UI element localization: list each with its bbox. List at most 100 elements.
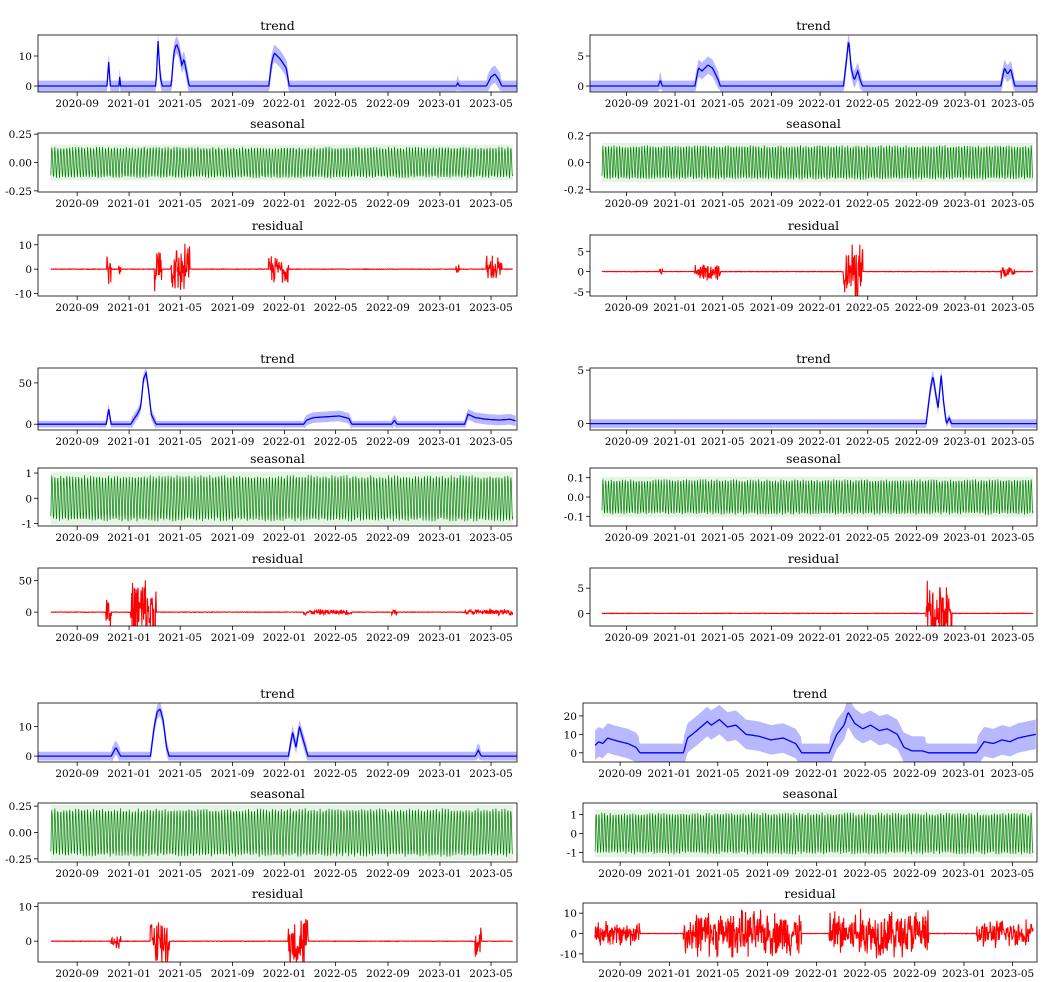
y-tick-label: 0 bbox=[25, 419, 32, 431]
x-tick-label: 2021-05 bbox=[158, 868, 202, 880]
seasonal-title: seasonal bbox=[250, 786, 305, 801]
x-tick-label: 2022-09 bbox=[366, 532, 410, 544]
x-tick-label: 2022-05 bbox=[846, 302, 890, 314]
x-tick-label: 2022-09 bbox=[895, 532, 939, 544]
x-tick-label: 2023-01 bbox=[418, 98, 462, 110]
x-tick-label: 2021-01 bbox=[107, 968, 151, 980]
x-tick-label: 2023-01 bbox=[418, 302, 462, 314]
x-tick-label: 2023-01 bbox=[943, 98, 987, 110]
residual-plot-area bbox=[601, 244, 1034, 296]
x-tick-label: 2022-01 bbox=[263, 868, 307, 880]
y-tick-label: -0.25 bbox=[5, 854, 32, 866]
x-tick-label: 2021-09 bbox=[211, 436, 255, 448]
x-tick-label: 2022-05 bbox=[314, 768, 358, 780]
x-tick-label: 2021-01 bbox=[107, 98, 151, 110]
trend-subplot: trend 0 10 2020-09 2021-01 2021-05 2021-09 2022… bbox=[19, 686, 518, 780]
x-tick-label: 2023-05 bbox=[991, 198, 1035, 210]
x-tick-label: 2021-05 bbox=[158, 968, 202, 980]
x-tick-label: 2022-01 bbox=[263, 768, 307, 780]
y-tick-label: 5 bbox=[577, 51, 584, 63]
y-tick-label: 5 bbox=[577, 246, 584, 258]
x-tick-label: 2022-01 bbox=[795, 968, 839, 980]
x-tick-label: 2021-05 bbox=[701, 98, 745, 110]
x-tick-label: 2020-09 bbox=[55, 868, 99, 880]
y-tick-label: 10 bbox=[19, 51, 32, 63]
x-tick-label: 2022-01 bbox=[798, 632, 842, 644]
x-tick-label: 2021-09 bbox=[750, 532, 794, 544]
x-tick-label: 2020-09 bbox=[605, 302, 649, 314]
trend-plot-area bbox=[590, 35, 1037, 92]
residual-title: residual bbox=[252, 218, 303, 233]
x-tick-label: 2021-09 bbox=[750, 302, 794, 314]
trend-subplot: trend 0 5 2020-09 2021-01 2021-05 2021-09 2022-… bbox=[577, 18, 1038, 110]
trend-title: trend bbox=[260, 686, 294, 701]
residual-line bbox=[601, 580, 1034, 626]
y-tick-label: 0 bbox=[25, 751, 32, 763]
seasonal-line bbox=[601, 479, 1034, 515]
trend-line bbox=[38, 708, 517, 757]
x-tick-label: 2022-05 bbox=[314, 98, 358, 110]
y-tick-label: 1 bbox=[25, 468, 32, 480]
x-tick-label: 2021-01 bbox=[107, 198, 151, 210]
seasonal-plot-area bbox=[50, 804, 513, 861]
seasonal-subplot: seasonal 0.1 0.0 -0.1 2020-09 2021-01 2021-05 2… bbox=[564, 451, 1038, 544]
trend-plot-area bbox=[38, 703, 517, 762]
x-tick-label: 2022-05 bbox=[843, 868, 887, 880]
x-tick-label: 2020-09 bbox=[605, 532, 649, 544]
x-tick-label: 2021-05 bbox=[701, 532, 745, 544]
x-tick-label: 2021-09 bbox=[211, 302, 255, 314]
x-tick-label: 2021-09 bbox=[746, 968, 790, 980]
x-tick-label: 2020-09 bbox=[605, 98, 649, 110]
seasonal-plot-area bbox=[601, 476, 1034, 518]
y-tick-label: 0.0 bbox=[567, 158, 584, 170]
y-tick-label: 50 bbox=[19, 576, 32, 588]
y-tick-label: -1 bbox=[22, 518, 32, 530]
trend-axes-frame bbox=[582, 702, 1038, 763]
x-tick-label: 2020-09 bbox=[598, 768, 642, 780]
x-tick-label: 2022-05 bbox=[846, 632, 890, 644]
x-tick-label: 2022-01 bbox=[798, 98, 842, 110]
x-tick-label: 2023-05 bbox=[991, 632, 1035, 644]
x-tick-label: 2022-09 bbox=[895, 302, 939, 314]
y-tick-label: -10 bbox=[15, 289, 32, 301]
x-tick-label: 2023-01 bbox=[943, 436, 987, 448]
x-tick-label: 2021-01 bbox=[653, 98, 697, 110]
trend-plot-area bbox=[38, 368, 516, 429]
x-tick-label: 2022-05 bbox=[846, 198, 890, 210]
x-tick-label: 2021-09 bbox=[211, 968, 255, 980]
y-tick-label: 5 bbox=[577, 365, 584, 377]
x-tick-label: 2020-09 bbox=[55, 436, 99, 448]
x-tick-label: 2023-05 bbox=[469, 968, 513, 980]
residual-plot-area bbox=[50, 580, 514, 626]
x-tick-label: 2020-09 bbox=[598, 868, 642, 880]
x-tick-label: 2021-05 bbox=[158, 632, 202, 644]
x-tick-label: 2022-09 bbox=[366, 632, 410, 644]
seasonal-plot-area bbox=[50, 144, 514, 181]
y-tick-label: 10 bbox=[564, 908, 577, 920]
x-tick-label: 2021-05 bbox=[696, 768, 740, 780]
x-tick-label: 2023-01 bbox=[943, 532, 987, 544]
seasonal-title: seasonal bbox=[783, 786, 838, 801]
x-tick-label: 2020-09 bbox=[55, 968, 99, 980]
x-tick-label: 2021-09 bbox=[211, 532, 255, 544]
y-tick-label: 0 bbox=[25, 607, 32, 619]
residual-line bbox=[50, 580, 514, 626]
residual-subplot: residual 50 0 2020-09 2021-01 2021-05 2021-09 2… bbox=[19, 551, 518, 644]
y-tick-label: 10 bbox=[19, 722, 32, 734]
y-tick-label: 10 bbox=[19, 240, 32, 252]
x-tick-label: 2022-05 bbox=[314, 436, 358, 448]
y-tick-label: 0.1 bbox=[567, 473, 584, 485]
x-tick-label: 2022-09 bbox=[366, 868, 410, 880]
y-tick-label: 50 bbox=[19, 378, 32, 390]
x-tick-label: 2022-05 bbox=[843, 768, 887, 780]
trend-subplot: trend 0 5 2020-09 2021-01 2021-05 2021-09 2022-… bbox=[577, 351, 1038, 448]
seasonal-subplot: seasonal 1 0 -1 2020-09 2021-01 2021-05 2021-09… bbox=[22, 451, 518, 544]
x-tick-label: 2023-05 bbox=[469, 532, 513, 544]
x-tick-label: 2021-05 bbox=[701, 632, 745, 644]
x-tick-label: 2021-05 bbox=[696, 968, 740, 980]
x-tick-label: 2023-05 bbox=[469, 436, 513, 448]
x-tick-label: 2023-05 bbox=[991, 98, 1035, 110]
x-tick-label: 2022-05 bbox=[843, 968, 887, 980]
residual-plot-area bbox=[50, 243, 513, 292]
trend-title: trend bbox=[793, 686, 827, 701]
